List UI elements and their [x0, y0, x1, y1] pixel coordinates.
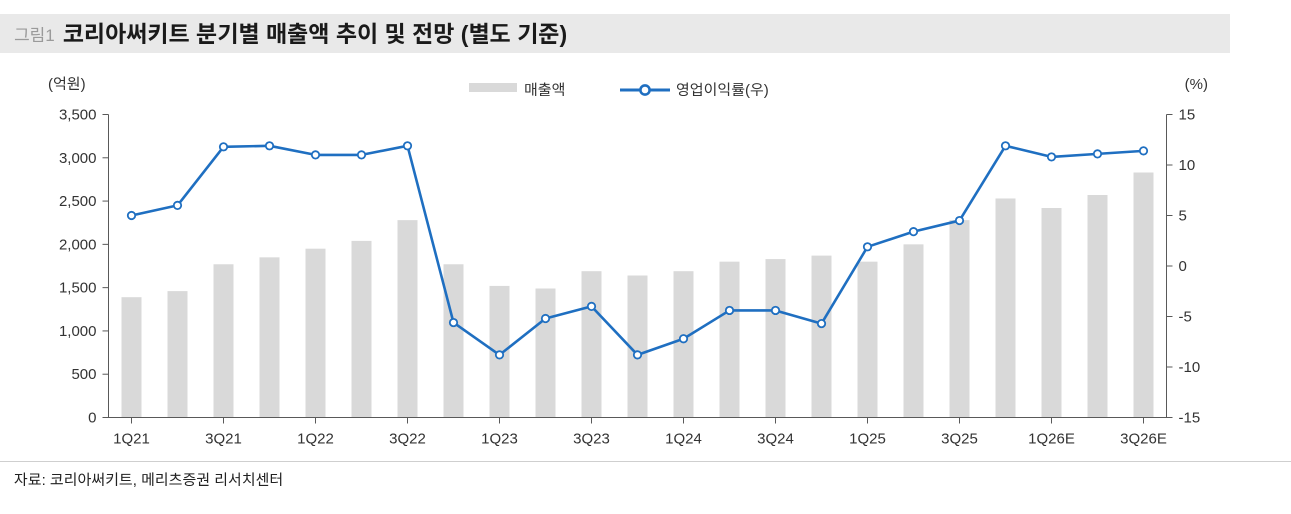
svg-text:-15: -15	[1179, 410, 1201, 427]
svg-text:0: 0	[1179, 258, 1187, 275]
svg-text:2,000: 2,000	[59, 236, 97, 253]
svg-text:0: 0	[88, 410, 96, 427]
svg-text:1Q26E: 1Q26E	[1028, 431, 1075, 448]
svg-text:1,000: 1,000	[59, 323, 97, 340]
svg-text:2,500: 2,500	[59, 193, 97, 210]
svg-text:-10: -10	[1179, 359, 1201, 376]
svg-text:매출액: 매출액	[524, 82, 565, 99]
svg-text:3Q24: 3Q24	[757, 431, 794, 448]
svg-text:3,500: 3,500	[59, 107, 97, 124]
svg-text:3Q23: 3Q23	[573, 431, 610, 448]
svg-text:(억원): (억원)	[48, 76, 86, 93]
svg-text:3Q25: 3Q25	[941, 431, 978, 448]
svg-text:500: 500	[71, 366, 96, 383]
svg-text:3,000: 3,000	[59, 150, 97, 167]
svg-text:1Q24: 1Q24	[665, 431, 702, 448]
svg-text:1Q25: 1Q25	[849, 431, 886, 448]
svg-text:3Q26E: 3Q26E	[1120, 431, 1167, 448]
svg-text:3Q21: 3Q21	[205, 431, 242, 448]
svg-text:5: 5	[1179, 208, 1187, 225]
svg-text:3Q22: 3Q22	[389, 431, 426, 448]
svg-text:영업이익률(우): 영업이익률(우)	[676, 82, 769, 99]
svg-text:1Q22: 1Q22	[297, 431, 334, 448]
svg-text:15: 15	[1179, 107, 1196, 124]
svg-text:10: 10	[1179, 157, 1196, 174]
svg-text:1Q23: 1Q23	[481, 431, 518, 448]
svg-text:-5: -5	[1179, 309, 1192, 326]
svg-text:1,500: 1,500	[59, 280, 97, 297]
svg-text:1Q21: 1Q21	[113, 431, 150, 448]
svg-text:(%): (%)	[1185, 76, 1208, 93]
